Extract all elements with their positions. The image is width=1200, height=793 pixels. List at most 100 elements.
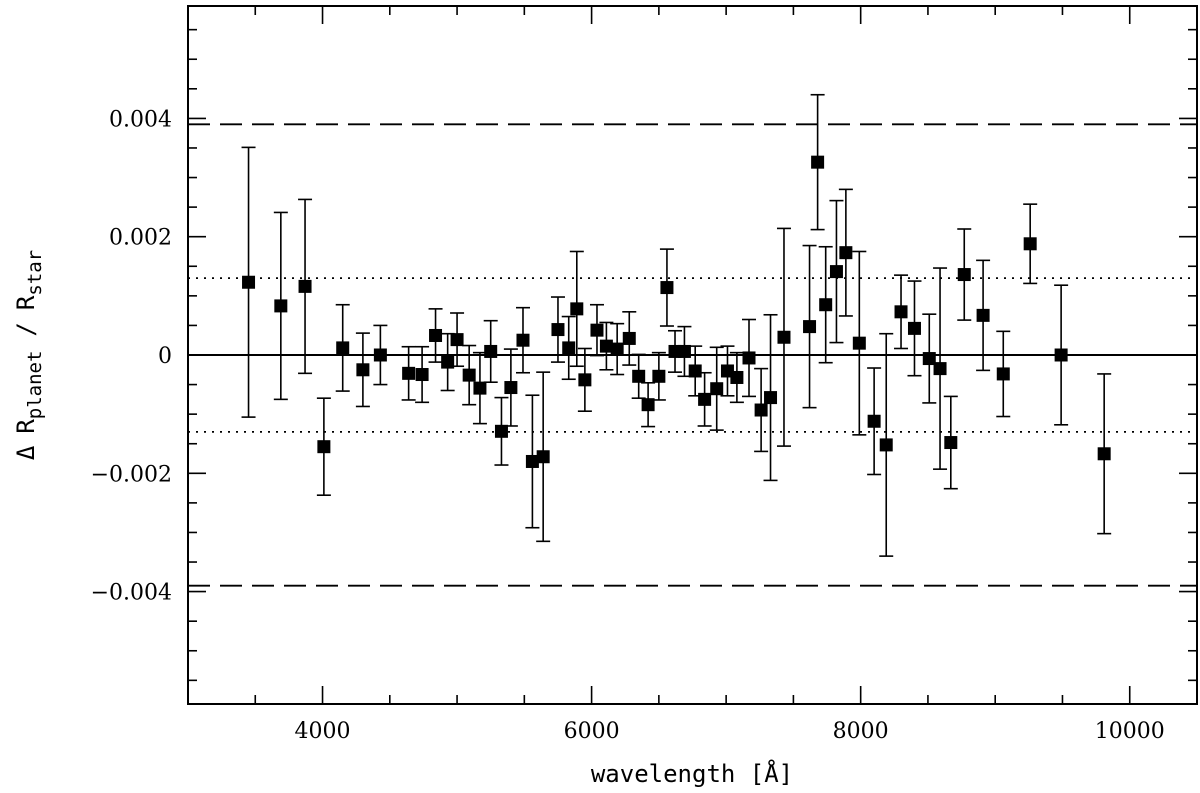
data-point (589, 303, 604, 357)
data-marker (677, 344, 691, 358)
y-axis-title-r-planet: R (12, 419, 40, 434)
data-marker (441, 355, 455, 369)
data-point (450, 312, 465, 368)
data-point (1097, 373, 1112, 535)
data-marker (356, 363, 370, 377)
data-marker (803, 320, 817, 334)
data-marker (819, 298, 833, 312)
data-marker (754, 403, 768, 417)
data-marker (450, 333, 464, 347)
data-marker (957, 268, 971, 282)
data-point (763, 313, 778, 482)
data-marker (811, 155, 825, 169)
data-point (428, 308, 443, 363)
data-point (503, 348, 518, 427)
data-marker (317, 440, 331, 454)
data-marker (933, 362, 947, 376)
data-point (273, 211, 288, 401)
data-marker (551, 323, 565, 337)
data-point (1023, 203, 1038, 285)
x-tick-label: 10000 (1095, 719, 1165, 744)
data-marker (429, 328, 443, 342)
axis-ticks (188, 6, 1197, 704)
data-point (838, 188, 853, 317)
data-marker (852, 336, 866, 350)
data-point (335, 303, 350, 392)
data-point (867, 367, 882, 476)
y-tick-label: 0.004 (109, 107, 172, 132)
data-marker (839, 246, 853, 260)
data-point (1054, 284, 1069, 426)
data-marker (336, 341, 350, 355)
data-point (610, 322, 625, 376)
data-marker (641, 398, 655, 412)
data-point (776, 227, 791, 447)
data-point (829, 199, 844, 344)
data-marker (867, 414, 881, 428)
data-point (536, 371, 551, 543)
data-point (957, 228, 972, 321)
plot-content (188, 93, 1197, 587)
data-marker (242, 275, 256, 289)
y-tick-label: −0.002 (91, 462, 172, 487)
data-marker (462, 368, 476, 382)
data-point (677, 325, 692, 378)
data-point (316, 397, 331, 496)
data-point (879, 332, 894, 557)
data-marker (829, 265, 843, 279)
tick-labels: 4000 6000 8000 10000 −0.004 −0.002 0 0.002 0.004 (91, 107, 1165, 744)
data-marker (730, 370, 744, 384)
data-marker (976, 308, 990, 322)
data-point (494, 396, 509, 466)
data-marker (484, 344, 498, 358)
data-point (802, 244, 817, 409)
data-marker (578, 373, 592, 387)
x-tick-label: 6000 (564, 719, 620, 744)
data-marker (562, 341, 576, 355)
y-axis-title-r-star: R (12, 295, 40, 310)
y-axis-title-delta: Δ (12, 445, 40, 460)
data-point (561, 315, 576, 381)
data-point (709, 346, 724, 431)
data-marker (907, 321, 921, 335)
data-marker (632, 369, 646, 383)
data-point (525, 394, 540, 529)
data-point (754, 367, 769, 453)
y-axis-title-slash: / (12, 322, 40, 336)
data-marker (894, 305, 908, 319)
data-point (355, 332, 370, 408)
data-marker (415, 368, 429, 382)
data-point (996, 330, 1011, 418)
data-point (550, 296, 565, 363)
data-point (907, 280, 922, 377)
data-marker (1023, 237, 1037, 251)
data-point (515, 306, 530, 374)
data-point (651, 351, 666, 401)
data-marker (402, 366, 416, 380)
x-tick-label: 8000 (833, 719, 889, 744)
y-tick-label: 0 (158, 344, 172, 369)
data-marker (764, 391, 778, 405)
data-point (729, 351, 744, 404)
data-marker (688, 364, 702, 378)
data-marker (590, 323, 604, 337)
data-marker (742, 351, 756, 365)
data-marker (274, 299, 288, 313)
y-tick-label: −0.004 (91, 581, 172, 606)
data-point (577, 347, 592, 412)
y-axis-title: ΔRplanet/Rstar (12, 250, 46, 460)
data-marker (504, 381, 518, 395)
data-point (697, 371, 712, 427)
data-point (641, 382, 656, 428)
data-marker (879, 438, 893, 452)
data-marker (599, 339, 613, 353)
data-marker (698, 392, 712, 406)
data-point (298, 198, 313, 375)
data-point (373, 324, 388, 386)
data-point (852, 250, 867, 436)
y-axis-title-planet-sub: planet (24, 351, 46, 420)
data-marker (622, 331, 636, 345)
data-marker (536, 450, 550, 464)
data-point (241, 146, 256, 418)
